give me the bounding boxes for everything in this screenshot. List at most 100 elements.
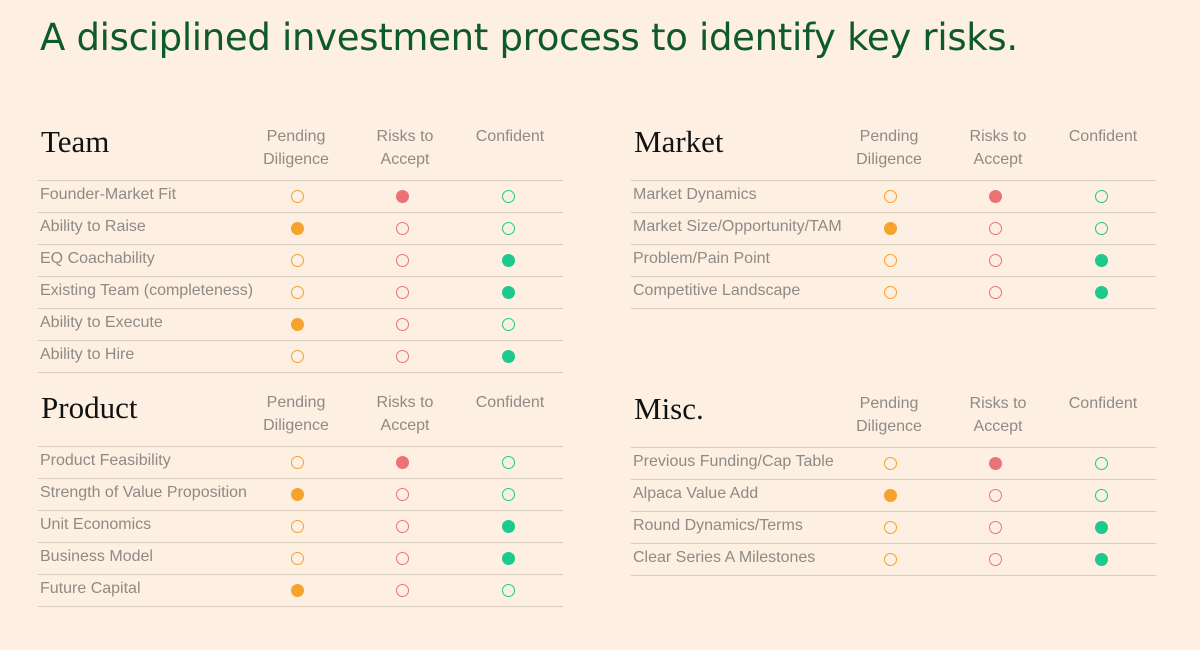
row-label: EQ Coachability <box>40 250 155 267</box>
table-row: Ability to Raise <box>38 213 563 245</box>
pending-diligence-filled-dot-icon <box>291 222 304 235</box>
risks-to-accept-outline-dot-icon <box>396 254 409 267</box>
row-label: Unit Economics <box>40 516 152 533</box>
pending-diligence-filled-dot-icon <box>291 584 304 597</box>
confident-outline-dot-icon <box>502 584 515 597</box>
confident-filled-dot-icon <box>1095 254 1108 267</box>
table-row: EQ Coachability <box>38 245 563 277</box>
section-title: Market <box>634 124 724 159</box>
column-header-risks-to-accept: Risks to Accept <box>969 395 1027 435</box>
table-row: Product Feasibility <box>38 447 563 479</box>
table-row: Founder-Market Fit <box>38 181 563 213</box>
pending-diligence-outline-dot-icon <box>291 520 304 533</box>
risks-to-accept-outline-dot-icon <box>989 286 1002 299</box>
row-label: Market Size/Opportunity/TAM <box>633 218 842 235</box>
pending-diligence-outline-dot-icon <box>291 552 304 565</box>
pending-diligence-filled-dot-icon <box>291 318 304 331</box>
row-label: Ability to Execute <box>40 314 163 331</box>
pending-diligence-filled-dot-icon <box>291 488 304 501</box>
pending-diligence-outline-dot-icon <box>884 553 897 566</box>
table-row: Clear Series A Milestones <box>631 544 1156 576</box>
row-label: Previous Funding/Cap Table <box>633 453 834 470</box>
column-header-pending-diligence: Pending Diligence <box>263 128 329 168</box>
section-header: Misc. Pending Diligence Risks to Accept … <box>631 387 1156 448</box>
confident-outline-dot-icon <box>502 456 515 469</box>
row-label: Future Capital <box>40 580 141 597</box>
row-label: Alpaca Value Add <box>633 485 759 502</box>
pending-diligence-outline-dot-icon <box>884 521 897 534</box>
confident-outline-dot-icon <box>502 190 515 203</box>
row-label: Competitive Landscape <box>633 282 801 299</box>
pending-diligence-filled-dot-icon <box>884 489 897 502</box>
risks-to-accept-outline-dot-icon <box>396 520 409 533</box>
row-label: Strength of Value Proposition <box>40 484 247 501</box>
table-row: Problem/Pain Point <box>631 245 1156 277</box>
section-header: Team Pending Diligence Risks to Accept C… <box>38 120 563 181</box>
risks-to-accept-outline-dot-icon <box>396 488 409 501</box>
confident-outline-dot-icon <box>1095 457 1108 470</box>
row-label: Business Model <box>40 548 153 565</box>
column-header-pending-diligence: Pending Diligence <box>856 128 922 168</box>
section-title: Team <box>41 124 110 159</box>
section-header: Market Pending Diligence Risks to Accept… <box>631 120 1156 181</box>
risks-to-accept-outline-dot-icon <box>989 521 1002 534</box>
section-market: Market Pending Diligence Risks to Accept… <box>631 120 1156 309</box>
table-row: Market Size/Opportunity/TAM <box>631 213 1156 245</box>
section-header: Product Pending Diligence Risks to Accep… <box>38 386 563 447</box>
table-row: Ability to Hire <box>38 341 563 373</box>
risks-to-accept-filled-dot-icon <box>396 456 409 469</box>
pending-diligence-outline-dot-icon <box>884 190 897 203</box>
pending-diligence-outline-dot-icon <box>291 286 304 299</box>
confident-outline-dot-icon <box>1095 489 1108 502</box>
section-rows: Market Dynamics Market Size/Opportunity/T… <box>631 181 1156 309</box>
risks-to-accept-outline-dot-icon <box>989 553 1002 566</box>
risks-to-accept-outline-dot-icon <box>396 584 409 597</box>
pending-diligence-outline-dot-icon <box>884 254 897 267</box>
confident-filled-dot-icon <box>502 254 515 267</box>
risks-to-accept-outline-dot-icon <box>989 254 1002 267</box>
section-product: Product Pending Diligence Risks to Accep… <box>38 386 563 607</box>
confident-outline-dot-icon <box>1095 190 1108 203</box>
column-header-confident: Confident <box>1068 395 1138 412</box>
risks-to-accept-filled-dot-icon <box>396 190 409 203</box>
column-header-confident: Confident <box>475 394 545 411</box>
confident-filled-dot-icon <box>1095 553 1108 566</box>
column-header-pending-diligence: Pending Diligence <box>263 394 329 434</box>
table-row: Alpaca Value Add <box>631 480 1156 512</box>
table-row: Existing Team (completeness) <box>38 277 563 309</box>
table-row: Strength of Value Proposition <box>38 479 563 511</box>
pending-diligence-outline-dot-icon <box>291 190 304 203</box>
row-label: Clear Series A Milestones <box>633 549 816 566</box>
section-team: Team Pending Diligence Risks to Accept C… <box>38 120 563 373</box>
confident-filled-dot-icon <box>1095 286 1108 299</box>
section-misc: Misc. Pending Diligence Risks to Accept … <box>631 387 1156 576</box>
table-row: Future Capital <box>38 575 563 607</box>
confident-outline-dot-icon <box>502 488 515 501</box>
row-label: Round Dynamics/Terms <box>633 517 803 534</box>
column-header-risks-to-accept: Risks to Accept <box>969 128 1027 168</box>
table-row: Round Dynamics/Terms <box>631 512 1156 544</box>
pending-diligence-outline-dot-icon <box>291 254 304 267</box>
confident-filled-dot-icon <box>1095 521 1108 534</box>
risks-to-accept-filled-dot-icon <box>989 457 1002 470</box>
table-row: Unit Economics <box>38 511 563 543</box>
confident-filled-dot-icon <box>502 350 515 363</box>
pending-diligence-outline-dot-icon <box>884 457 897 470</box>
confident-outline-dot-icon <box>502 222 515 235</box>
risks-to-accept-outline-dot-icon <box>396 350 409 363</box>
column-header-risks-to-accept: Risks to Accept <box>376 128 434 168</box>
table-row: Business Model <box>38 543 563 575</box>
risks-to-accept-outline-dot-icon <box>396 222 409 235</box>
risks-to-accept-outline-dot-icon <box>989 222 1002 235</box>
section-title: Misc. <box>634 391 704 426</box>
row-label: Market Dynamics <box>633 186 757 203</box>
column-header-pending-diligence: Pending Diligence <box>856 395 922 435</box>
pending-diligence-filled-dot-icon <box>884 222 897 235</box>
risks-to-accept-filled-dot-icon <box>989 190 1002 203</box>
risks-to-accept-outline-dot-icon <box>396 286 409 299</box>
table-row: Competitive Landscape <box>631 277 1156 309</box>
page-title: A disciplined investment process to iden… <box>40 16 1018 59</box>
column-header-risks-to-accept: Risks to Accept <box>376 394 434 434</box>
risks-to-accept-outline-dot-icon <box>989 489 1002 502</box>
table-row: Previous Funding/Cap Table <box>631 448 1156 480</box>
